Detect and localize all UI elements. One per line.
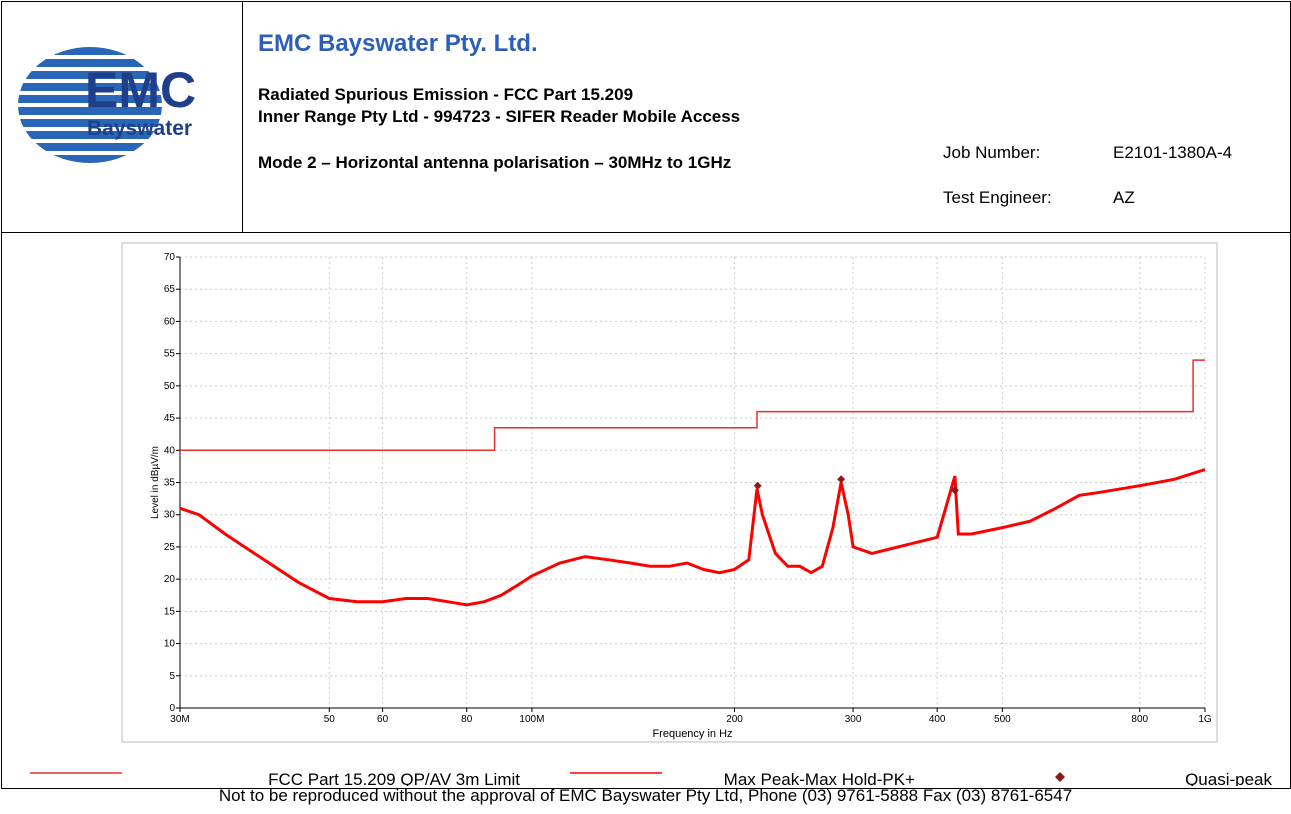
- chart-frame: [121, 242, 1218, 743]
- legend-label: Quasi-peak: [1185, 770, 1272, 786]
- title-line: Radiated Spurious Emission - FCC Part 15…: [258, 85, 634, 104]
- y-tick-label: 70: [164, 252, 176, 263]
- quasi-peak-marker: [837, 475, 846, 484]
- y-tick-label: 35: [164, 478, 176, 489]
- company: EMC Bayswater Pty. Ltd.: [258, 30, 538, 57]
- y-tick-label: 65: [164, 284, 176, 295]
- y-tick-label: 45: [164, 413, 176, 424]
- job-value: E2101-1380A-4: [1113, 143, 1233, 162]
- x-axis-label: Frequency in Hz: [652, 728, 732, 740]
- logo-subtext: Bayswater: [87, 117, 192, 140]
- x-tick-label: 60: [377, 714, 389, 725]
- legend-marker: [1055, 772, 1065, 782]
- legend-label: FCC Part 15.209 QP/AV 3m Limit: [268, 770, 520, 786]
- title-line: Mode 2 – Horizontal antenna polarisation…: [258, 153, 732, 172]
- chart: 0 5 10 15 20 25 30 35 40 45 50 55 60 65 70 30M 50 60 80 100…: [30, 242, 1272, 786]
- y-tick-label: 15: [164, 606, 176, 617]
- quasi-peak-marker: [950, 486, 959, 495]
- y-tick-label: 40: [164, 445, 176, 456]
- y-tick-label: 10: [164, 639, 176, 650]
- y-tick-label: 30: [164, 510, 176, 521]
- footer: Not to be reproduced without the approva…: [218, 786, 1073, 805]
- x-tick-label: 200: [726, 714, 743, 725]
- y-tick-label: 5: [169, 671, 175, 682]
- divider: [242, 1, 243, 232]
- x-tick-label: 500: [994, 714, 1011, 725]
- y-tick-label: 60: [164, 316, 176, 327]
- x-tick-label: 50: [324, 714, 336, 725]
- y-tick-label: 25: [164, 542, 176, 553]
- engineer-value: AZ: [1113, 188, 1135, 207]
- y-tick-label: 0: [169, 703, 175, 714]
- engineer-label: Test Engineer:: [943, 188, 1052, 207]
- x-tick-label: 80: [461, 714, 473, 725]
- y-tick-label: 20: [164, 574, 176, 585]
- x-tick-label: 30M: [170, 714, 189, 725]
- series-line: [179, 468, 1206, 607]
- x-tick-label: 800: [1131, 714, 1148, 725]
- series-line: [180, 359, 1205, 452]
- quasi-peak-marker: [753, 481, 762, 490]
- y-tick-label: 55: [164, 349, 176, 360]
- logo: EMC Bayswater: [18, 47, 196, 163]
- title-line: Inner Range Pty Ltd - 994723 - SIFER Rea…: [258, 107, 741, 126]
- job-label: Job Number:: [943, 143, 1041, 162]
- y-axis-label: Level in dBµV/m: [150, 446, 161, 519]
- logo-text: EMC: [85, 62, 196, 118]
- x-tick-label: 400: [929, 714, 946, 725]
- legend-label: Max Peak-Max Hold-PK+: [724, 770, 915, 786]
- x-tick-label: 300: [845, 714, 862, 725]
- divider: [1, 232, 1290, 233]
- x-tick-label: 100M: [519, 714, 544, 725]
- y-tick-label: 50: [164, 381, 176, 392]
- x-tick-label: 1G: [1198, 714, 1212, 725]
